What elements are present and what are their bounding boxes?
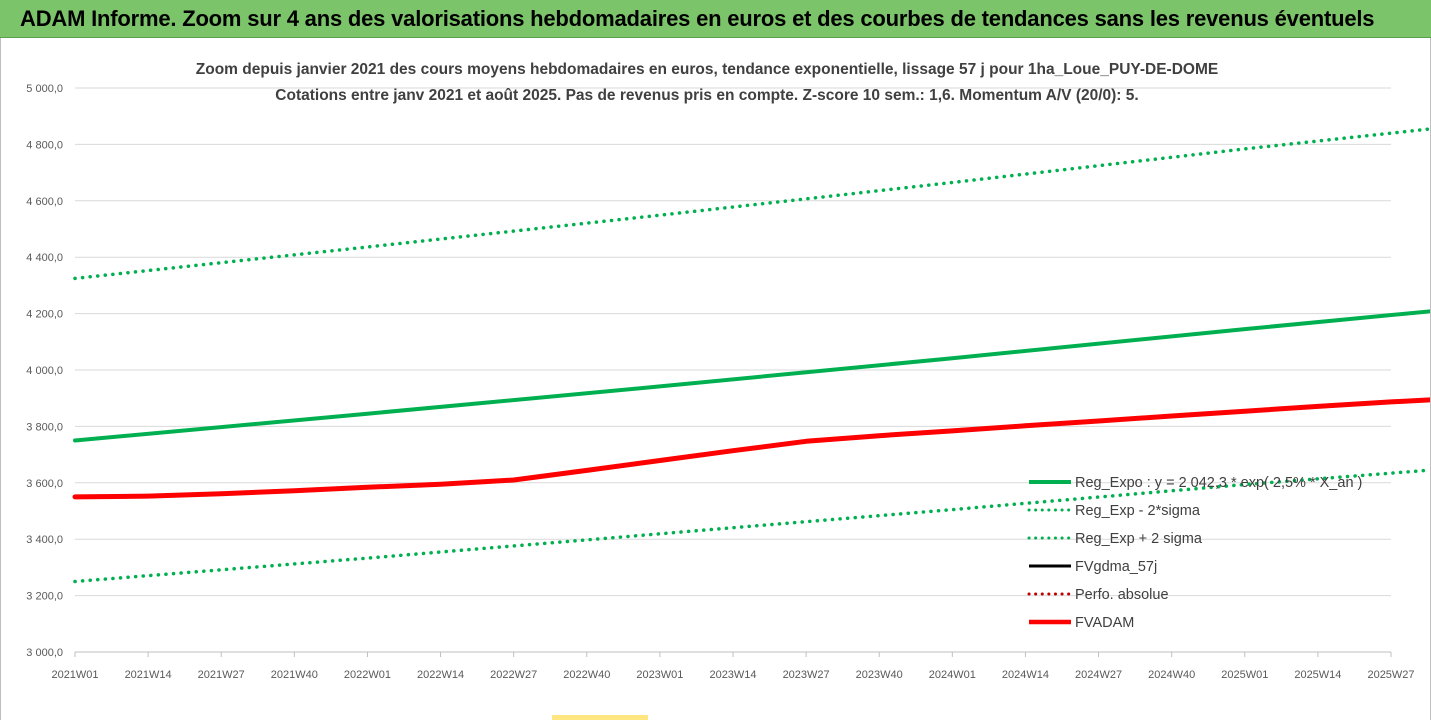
- x-tick-label: 2023W14: [709, 669, 756, 681]
- legend-label: FVgdma_57j: [1075, 559, 1157, 575]
- y-tick-label: 4 600,0: [26, 196, 63, 208]
- x-tick-label: 2025W01: [1221, 669, 1268, 681]
- x-tick-label: 2024W01: [929, 669, 976, 681]
- y-tick-label: 3 400,0: [26, 534, 63, 546]
- x-tick-label: 2024W27: [1075, 669, 1122, 681]
- legend-label: Perfo. absolue: [1075, 587, 1169, 603]
- x-tick-label: 2022W14: [417, 669, 464, 681]
- y-tick-label: 4 200,0: [26, 309, 63, 321]
- chart-subtitle: Cotations entre janv 2021 et août 2025. …: [275, 87, 1138, 104]
- y-tick-label: 3 600,0: [26, 478, 63, 490]
- x-tick-label: 2022W01: [344, 669, 391, 681]
- chart-title: Zoom depuis janvier 2021 des cours moyen…: [196, 61, 1218, 78]
- x-tick-label: 2023W40: [856, 669, 903, 681]
- x-tick-label: 2023W27: [783, 669, 830, 681]
- y-tick-label: 5 000,0: [26, 83, 63, 95]
- y-tick-label: 4 000,0: [26, 365, 63, 377]
- report-title: ADAM Informe. Zoom sur 4 ans des valoris…: [20, 6, 1375, 31]
- x-tick-label: 2021W27: [198, 669, 245, 681]
- x-tick-label: 2021W01: [51, 669, 98, 681]
- report-banner: ADAM Informe. Zoom sur 4 ans des valoris…: [0, 0, 1431, 38]
- x-tick-label: 2021W14: [125, 669, 172, 681]
- series-line: [73, 309, 1431, 443]
- y-tick-label: 4 400,0: [26, 252, 63, 264]
- y-tick-label: 3 200,0: [26, 591, 63, 603]
- x-tick-label: 2024W40: [1148, 669, 1195, 681]
- series-line: [73, 468, 1431, 584]
- x-tick-label: 2021W40: [271, 669, 318, 681]
- x-tick-label: 2025W14: [1294, 669, 1341, 681]
- series-line: [73, 127, 1431, 281]
- line-chart: 3 000,0 3 200,0 3 400,0 3 600,0 3 800,0 4 000…: [26, 61, 1431, 681]
- x-tick-label: 2022W40: [563, 669, 610, 681]
- legend-label: FVADAM: [1075, 615, 1134, 631]
- legend-label: Reg_Expo : y = 2 042,3 * exp( 2,5% * X_a…: [1075, 475, 1362, 491]
- x-tick-label: 2023W01: [636, 669, 683, 681]
- y-tick-label: 3 000,0: [26, 647, 63, 659]
- legend-label: Reg_Exp + 2 sigma: [1075, 531, 1203, 547]
- sheet-tab-marker: [552, 715, 648, 720]
- x-tick-label: 2025W27: [1367, 669, 1414, 681]
- chart-frame: 3 000,0 3 200,0 3 400,0 3 600,0 3 800,0 4 000…: [0, 38, 1431, 720]
- series-line: [72, 397, 1431, 500]
- y-tick-label: 4 800,0: [26, 139, 63, 151]
- x-tick-label: 2024W14: [1002, 669, 1049, 681]
- x-tick-label: 2022W27: [490, 669, 537, 681]
- y-tick-label: 3 800,0: [26, 421, 63, 433]
- legend-label: Reg_Exp - 2*sigma: [1075, 503, 1201, 519]
